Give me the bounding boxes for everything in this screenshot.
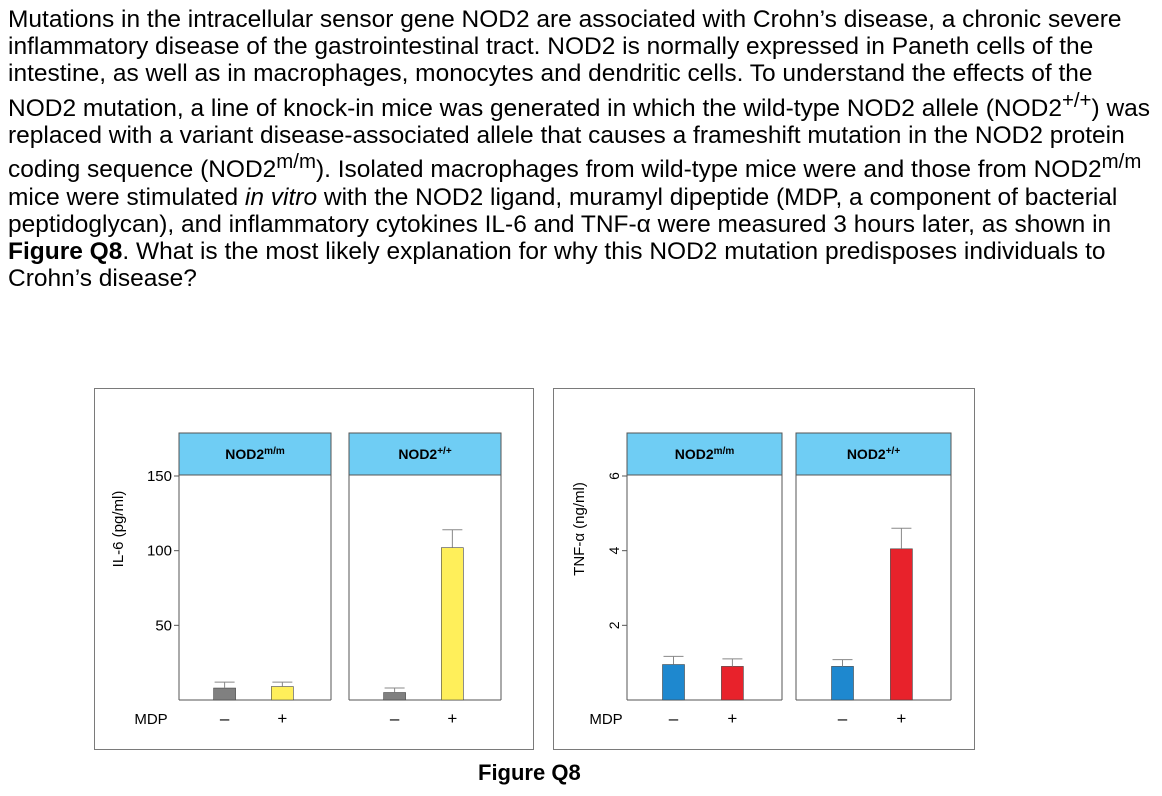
bar (213, 687, 236, 701)
panel-header (795, 432, 952, 476)
panel-title: NOD2+/+ (847, 446, 901, 462)
y-tick-label: 4 (606, 547, 622, 555)
y-axis-label: TNF-α (ng/ml) (571, 482, 588, 576)
category-label: + (896, 709, 906, 728)
y-tick-label: 6 (606, 472, 622, 480)
category-label: + (447, 709, 457, 728)
il6-chart: IL-6 (pg/ml) 50 100 150 MDP NOD2m/m – + NOD2+/+ –… (110, 432, 502, 728)
il6-figure: IL-6 (pg/ml) 50 100 150 MDP NOD2m/m – + NOD2+/+ –… (94, 388, 534, 750)
bar (890, 548, 913, 701)
question-text: Mutations in the intracellular sensor ge… (8, 6, 1151, 293)
bar (831, 666, 854, 701)
bar (662, 664, 685, 701)
bar (271, 686, 294, 701)
category-label: – (220, 709, 230, 728)
panel-header (348, 432, 502, 476)
panel-header (626, 432, 783, 476)
tnf-figure: TNF-α (ng/ml) 2 4 6 MDP NOD2m/m – + NOD2+/+ – + (553, 388, 975, 750)
tnf-chart: TNF-α (ng/ml) 2 4 6 MDP NOD2m/m – + NOD2+/+ – + (571, 432, 952, 728)
panel-header (178, 432, 332, 476)
bar (721, 666, 744, 701)
category-label: + (277, 709, 287, 728)
panel-title: NOD2m/m (225, 446, 285, 462)
x-axis-label: MDP (134, 711, 167, 728)
category-label: + (727, 709, 737, 728)
y-tick-label: 50 (155, 617, 172, 634)
bar (441, 547, 464, 701)
category-label: – (669, 709, 679, 728)
category-label: – (390, 709, 400, 728)
y-tick-label: 2 (606, 621, 622, 629)
y-tick-label: 100 (147, 543, 172, 560)
y-axis-label: IL-6 (pg/ml) (110, 491, 127, 568)
category-label: – (838, 709, 848, 728)
panel-title: NOD2m/m (675, 446, 735, 462)
bar (383, 692, 406, 701)
y-tick-label: 150 (147, 468, 172, 485)
figure-caption: Figure Q8 (478, 760, 581, 785)
panel-title: NOD2+/+ (398, 446, 452, 462)
x-axis-label: MDP (589, 711, 622, 728)
